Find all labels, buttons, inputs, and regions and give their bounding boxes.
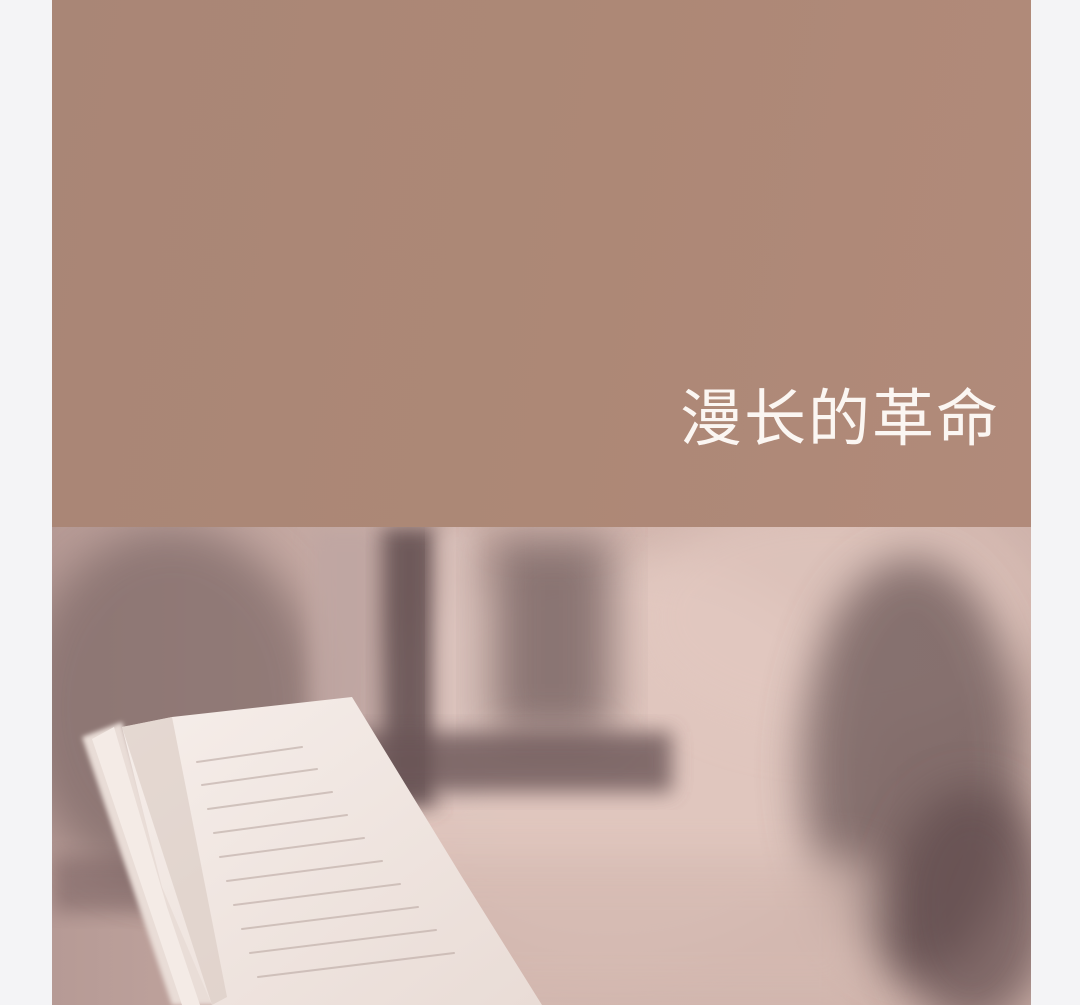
book-title: 漫长的革命 <box>680 388 1000 450</box>
book-cover: 漫长的革命 <box>52 0 1031 1005</box>
cover-top-panel: 漫长的革命 <box>52 0 1031 527</box>
cover-photo <box>52 527 1031 1005</box>
reading-book-photo-icon <box>52 527 1031 1005</box>
